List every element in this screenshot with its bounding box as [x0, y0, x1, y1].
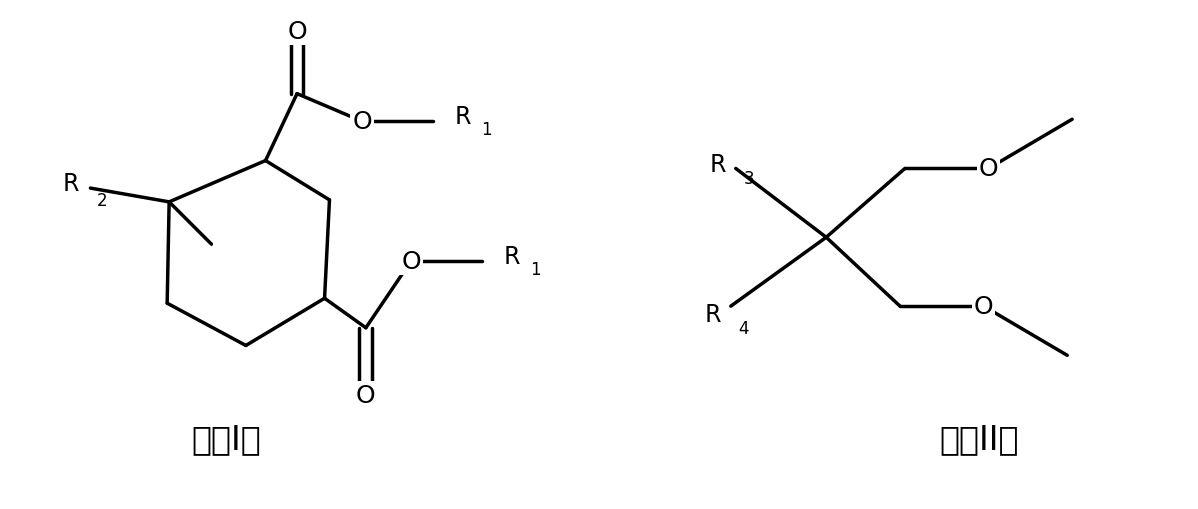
Text: 4: 4: [739, 319, 749, 337]
Text: 3: 3: [744, 170, 755, 188]
Text: 1: 1: [531, 260, 540, 278]
Text: 1: 1: [480, 121, 491, 139]
Text: R: R: [62, 172, 79, 196]
Text: 式（I）: 式（I）: [192, 423, 261, 456]
Text: 式（II）: 式（II）: [939, 423, 1018, 456]
Text: R: R: [704, 302, 721, 326]
Text: R: R: [454, 105, 471, 129]
Text: O: O: [288, 20, 307, 44]
Text: O: O: [979, 157, 998, 181]
Text: R: R: [709, 152, 726, 176]
Text: O: O: [974, 295, 993, 319]
Text: O: O: [401, 249, 420, 273]
Text: O: O: [356, 383, 376, 407]
Text: O: O: [352, 110, 371, 134]
Text: 2: 2: [96, 191, 107, 210]
Text: R: R: [503, 244, 520, 268]
